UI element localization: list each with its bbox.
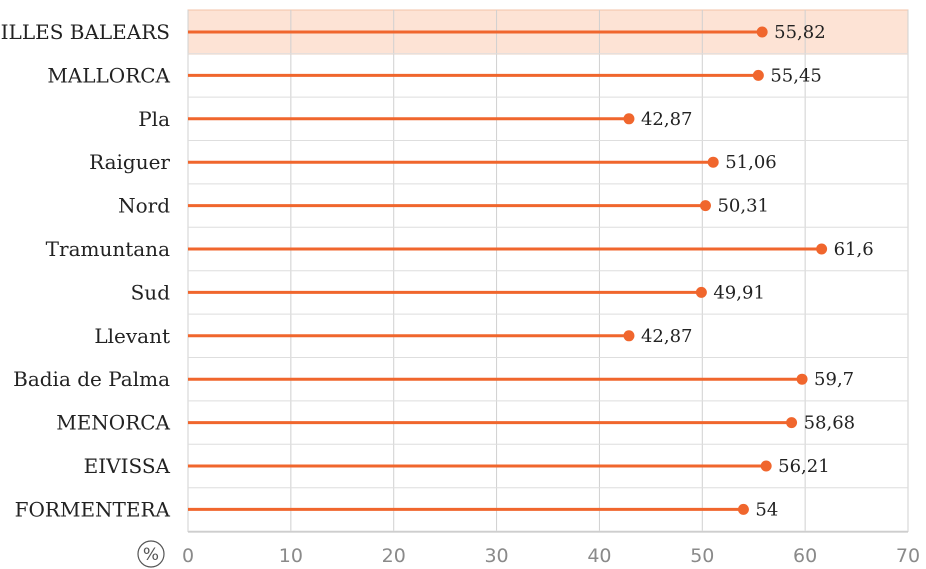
lollipop-dot — [699, 200, 711, 212]
data-label: 58,68 — [804, 413, 856, 434]
category-label: Nord — [118, 194, 170, 218]
x-tick-label: 40 — [587, 545, 611, 567]
x-tick-label: 70 — [896, 545, 920, 567]
data-label: 42,87 — [641, 326, 693, 347]
data-label: 50,31 — [717, 196, 769, 217]
unit-label: % — [143, 545, 159, 565]
data-label: 61,6 — [834, 239, 874, 260]
category-label: Pla — [138, 107, 170, 131]
lollipop-dot — [816, 243, 828, 255]
data-label: 42,87 — [641, 109, 693, 130]
lollipop-dot — [737, 503, 749, 515]
lollipop-dot — [623, 113, 635, 125]
unit-circle-icon — [137, 540, 165, 568]
x-tick-label: 10 — [279, 545, 303, 567]
category-label: MALLORCA — [47, 63, 170, 87]
category-label: MENORCA — [56, 411, 170, 435]
x-tick-label: 30 — [484, 545, 508, 567]
lollipop-dot — [752, 69, 764, 81]
category-label: EIVISSA — [84, 454, 171, 478]
category-label: Llevant — [94, 324, 170, 348]
category-label: FORMENTERA — [15, 497, 171, 521]
data-label: 49,91 — [713, 282, 765, 303]
x-tick-label: 20 — [382, 545, 406, 567]
lollipop-dot — [623, 330, 635, 342]
category-label: ILLES BALEARS — [1, 20, 170, 44]
lollipop-dot — [756, 26, 768, 38]
x-tick-label: 60 — [793, 545, 817, 567]
lollipop-dot — [760, 460, 772, 472]
x-tick-label: 0 — [182, 545, 194, 567]
lollipop-dot — [796, 373, 808, 385]
lollipop-dot — [707, 156, 719, 168]
category-label: Sud — [131, 280, 171, 304]
data-label: 51,06 — [725, 152, 777, 173]
data-label: 55,82 — [774, 22, 826, 43]
category-label: Badia de Palma — [13, 367, 170, 391]
data-label: 59,7 — [814, 369, 854, 390]
lollipop-dot — [786, 417, 798, 429]
category-label: Tramuntana — [46, 237, 170, 261]
data-label: 54 — [755, 499, 778, 520]
data-label: 56,21 — [778, 456, 830, 477]
data-label: 55,45 — [770, 65, 822, 86]
x-tick-label: 50 — [690, 545, 714, 567]
lollipop-dot — [695, 286, 707, 298]
category-label: Raiguer — [89, 150, 170, 174]
